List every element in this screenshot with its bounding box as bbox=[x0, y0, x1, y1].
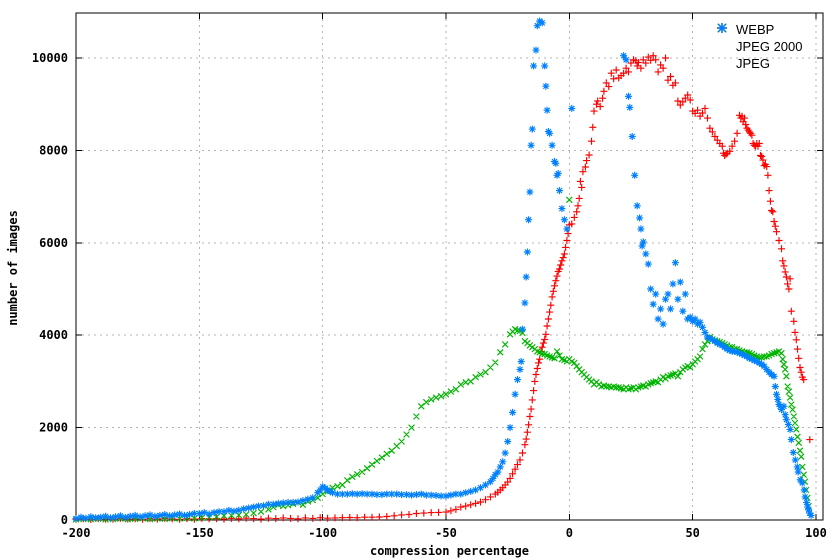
y-tick-label: 10000 bbox=[32, 51, 68, 65]
y-tick-label: 8000 bbox=[39, 143, 68, 157]
x-tick-label: -100 bbox=[308, 526, 337, 540]
y-tick-label: 2000 bbox=[39, 421, 68, 435]
legend-label-jpeg: JPEG bbox=[736, 56, 770, 71]
x-tick-label: 100 bbox=[805, 526, 827, 540]
y-tick-label: 4000 bbox=[39, 328, 68, 342]
x-tick-label: -50 bbox=[435, 526, 457, 540]
y-tick-label: 0 bbox=[61, 513, 68, 527]
y-tick-label: 6000 bbox=[39, 236, 68, 250]
x-tick-label: -200 bbox=[62, 526, 91, 540]
series-points-jpeg-2000 bbox=[72, 196, 812, 523]
axis-ticks bbox=[75, 13, 823, 521]
y-axis-label: number of images bbox=[6, 210, 20, 326]
series-points-webp bbox=[72, 52, 814, 523]
series-points-jpeg bbox=[72, 17, 815, 523]
x-axis-label: compression percentage bbox=[370, 544, 529, 558]
legend-marker-jpeg2000-icon bbox=[712, 23, 732, 54]
x-tick-label: -150 bbox=[185, 526, 214, 540]
x-tick-label: 0 bbox=[566, 526, 573, 540]
legend-marker-jpeg-icon bbox=[712, 23, 732, 71]
legend-label-jpeg2000: JPEG 2000 bbox=[736, 39, 803, 54]
legend-item-jpeg: JPEG bbox=[712, 23, 803, 72]
legend-label-webp: WEBP bbox=[736, 22, 775, 37]
legend: WEBP JPEG 2000 JPEG bbox=[712, 21, 803, 72]
plot-border bbox=[75, 12, 824, 521]
legend-item-jpeg2000: JPEG 2000 bbox=[712, 23, 803, 55]
x-tick-label: 50 bbox=[685, 526, 699, 540]
